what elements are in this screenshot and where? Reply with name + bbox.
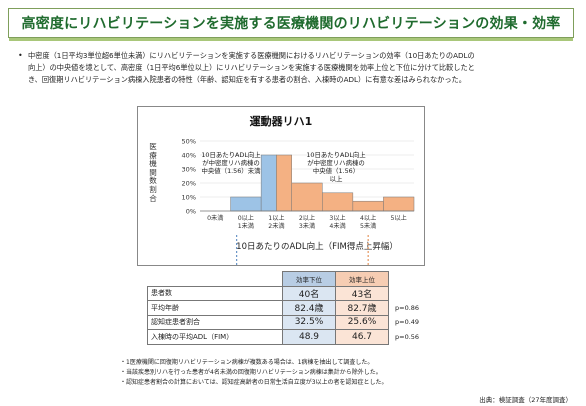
annotation-right: 10日あたりADL向上 が中密度リハ病棟の 中央値（1.56） 以上 <box>306 151 366 183</box>
table-row: 認知症患者割合 32.5% 25.6% p=0.49 <box>147 314 447 330</box>
x-tick-label: 0未満 <box>207 214 223 222</box>
y-tick-label: 0% <box>186 208 196 216</box>
summary-text: • 中密度（1日平均3単位超6単位未満）にリハビリテーションを実施する医療機関に… <box>18 50 558 86</box>
table-header-row: 効率下位 効率上位 <box>148 271 447 287</box>
cell-p-value <box>389 286 447 301</box>
y-axis-label: 医療機関数割合 <box>149 142 157 203</box>
title-bar: 高密度にリハビリテーションを実施する医療機関のリハビリテーションの効果・効率 <box>8 8 574 41</box>
x-tick-label: 4以上 <box>360 214 376 222</box>
bar <box>276 154 292 212</box>
table-row: 平均年齢 82.4歳 82.7歳 p=0.86 <box>147 300 447 316</box>
chart-panel: 運動器リハ1 医療機関数割合 0% 10% 20% 30% 40% 50% 0未満 0以上 1未… <box>137 106 425 266</box>
y-tick-label: 10% <box>182 194 196 202</box>
y-tick-label: 40% <box>182 152 196 160</box>
x-tick-label: 5以上 <box>391 214 407 222</box>
x-tick-label: 0以上 <box>238 214 254 222</box>
x-tick-label: 2未満 <box>268 222 284 230</box>
cell-low: 40名 <box>282 285 336 301</box>
summary-line-1: 中密度（1日平均3単位超6単位未満）にリハビリテーションを実施する医療機関におけ… <box>28 51 475 60</box>
x-tick-label: 1未満 <box>238 222 254 230</box>
table-header-blank <box>148 272 283 287</box>
comparison-table: 効率下位 効率上位 患者数 40名 43名 平均年齢 82.4歳 82.7歳 p… <box>147 271 447 345</box>
cell-low: 82.4歳 <box>282 300 336 316</box>
bar <box>230 196 262 212</box>
bar <box>322 192 354 212</box>
bar <box>383 196 415 212</box>
x-tick-label: 1以上 <box>268 214 284 222</box>
table-row: 入棟時の平均ADL（FIM） 48.9 46.7 p=0.56 <box>147 329 447 345</box>
bar <box>291 182 323 212</box>
summary-line-2: 向上）の中央値を境として、高密度（1日平均6単位以上）にリハビリテーションを実施… <box>28 63 475 72</box>
row-label: 患者数 <box>147 285 283 301</box>
header-efficiency-low: 効率下位 <box>282 271 336 287</box>
cell-up: 25.6% <box>335 314 389 330</box>
table-row: 患者数 40名 43名 <box>147 285 447 301</box>
x-axis-label: 10日あたりのADL向上（FIM得点上昇幅） <box>236 241 398 252</box>
footnotes: ・1医療機関に回復期リハビリテーション病棟が複数ある場合は、1病棟を抽出して調査… <box>120 358 388 388</box>
footnote: ・認知症患者割合の計算においては、認知症高齢者の日常生活自立度が3以上の者を認知… <box>120 379 388 386</box>
cell-p-value: p=0.49 <box>395 318 420 327</box>
footnote: ・当該疾患別リハを行った患者が4名未満の回復期リハビリテーション病棟は集計から除… <box>120 369 382 376</box>
y-tick-label: 50% <box>182 138 196 146</box>
x-tick-label: 4未満 <box>329 222 345 230</box>
row-label: 入棟時の平均ADL（FIM） <box>147 329 283 345</box>
annotation-left: 10日あたりADL向上 が中密度リハ病棟の 中央値（1.56）未満 <box>201 151 261 175</box>
table-header-blank-p <box>389 272 447 287</box>
y-tick-label: 20% <box>182 180 196 188</box>
row-label: 平均年齢 <box>147 300 283 316</box>
x-tick-label: 3以上 <box>329 214 345 222</box>
footnote: ・1医療機関に回復期リハビリテーション病棟が複数ある場合は、1病棟を抽出して調査… <box>120 359 374 366</box>
header-efficiency-high: 効率上位 <box>335 271 389 287</box>
chart-title: 運動器リハ1 <box>249 115 313 128</box>
cell-up: 43名 <box>335 285 389 301</box>
bar <box>352 200 384 212</box>
summary-bullet: • <box>18 51 23 60</box>
row-label: 認知症患者割合 <box>147 314 283 330</box>
y-tick-label: 30% <box>182 166 196 174</box>
cell-up: 82.7歳 <box>335 300 389 316</box>
cell-low: 48.9 <box>282 329 336 345</box>
cell-up: 46.7 <box>335 329 389 345</box>
cell-p-value: p=0.86 <box>395 303 420 312</box>
x-tick-label: 5未満 <box>360 222 376 230</box>
page-title: 高密度にリハビリテーションを実施する医療機関のリハビリテーションの効果・効率 <box>21 16 561 32</box>
x-tick-label: 3未満 <box>299 222 315 230</box>
x-tick-label: 2以上 <box>299 214 315 222</box>
cell-p-value: p=0.56 <box>395 332 420 341</box>
cell-low: 32.5% <box>282 314 336 330</box>
summary-line-3: き、回復期リハビリテーション病棟入院患者の特性（年齢、認知症を有する患者の割合、… <box>28 75 466 84</box>
source-citation: 出典：検証調査（27年度調査） <box>479 396 572 404</box>
